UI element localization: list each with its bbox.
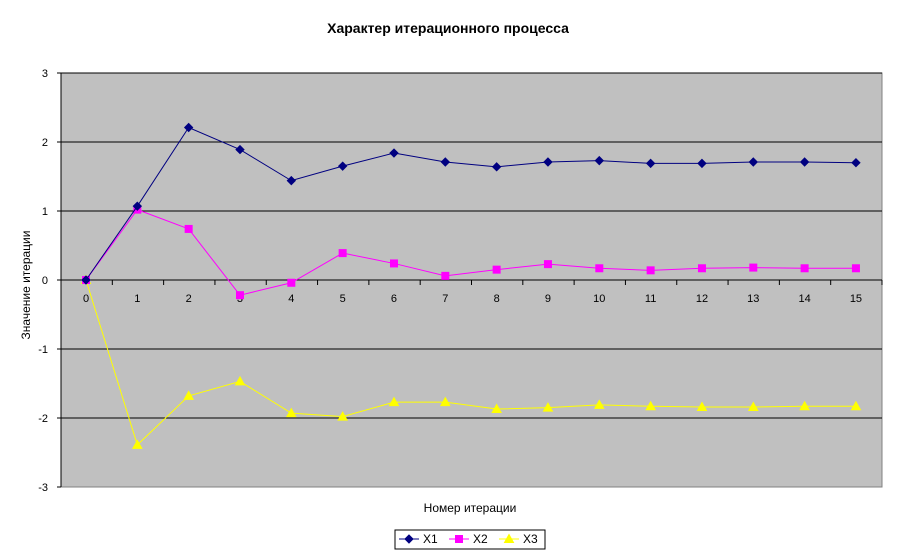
series-x3-point xyxy=(850,400,862,411)
series-x3-line xyxy=(85,279,856,446)
x-tick-label: 6 xyxy=(391,293,397,305)
series-x3-point xyxy=(799,400,810,411)
x-tick-label: 13 xyxy=(747,293,759,305)
y-axis-ticks: 3 2 1 0 -1 -2 -3 xyxy=(38,68,62,494)
series-x3-point xyxy=(696,401,708,411)
y-tick-label: -1 xyxy=(38,344,48,356)
legend-x2-marker xyxy=(455,535,463,543)
x-tick-label: 8 xyxy=(494,293,500,305)
series-x2-point xyxy=(800,264,809,273)
series-x2-point xyxy=(338,249,347,258)
y-axis-title: Значение итерации xyxy=(19,231,33,340)
series-group xyxy=(80,122,862,449)
series-x1-point xyxy=(645,158,656,169)
series-x2-point xyxy=(287,278,296,287)
series-x3-point xyxy=(388,396,400,407)
y-tick-label: -3 xyxy=(38,482,48,494)
legend-x1-label: X1 xyxy=(423,532,438,546)
series-x1-point xyxy=(286,175,297,186)
series-x3-point xyxy=(645,400,656,411)
series-x1-point xyxy=(491,162,502,172)
y-tick-label: 3 xyxy=(42,68,48,80)
x-tick-label: 4 xyxy=(288,293,294,305)
series-x1-point xyxy=(594,155,605,166)
series-x2-point xyxy=(646,266,655,275)
series-x3-point xyxy=(439,396,451,407)
x-tick-label: 1 xyxy=(134,293,140,305)
series-x1-point xyxy=(81,275,91,285)
series-x3-point xyxy=(337,411,349,421)
x-axis-title: Номер итерации xyxy=(424,501,517,515)
legend-x1-marker xyxy=(404,534,414,544)
series-x1 xyxy=(81,122,861,285)
series-x3-point xyxy=(183,390,195,400)
series-x3-point xyxy=(747,401,759,411)
series-x1-point xyxy=(389,148,399,158)
x-tick-label: 14 xyxy=(798,293,810,305)
series-x1-point xyxy=(543,157,553,167)
series-x1-point xyxy=(748,157,758,167)
y-tick-label: 1 xyxy=(42,206,48,218)
legend-x3-label: X3 xyxy=(523,532,538,546)
x-tick-label: 9 xyxy=(545,293,551,305)
x-tick-label: 12 xyxy=(696,293,708,305)
x-tick-label: 10 xyxy=(593,293,605,305)
series-x3-point xyxy=(542,402,554,412)
series-x1-point xyxy=(440,157,451,167)
series-x2-point xyxy=(492,265,501,274)
series-x1-line xyxy=(85,126,856,281)
series-x1-point xyxy=(132,201,143,211)
series-x3-point xyxy=(491,403,502,414)
y-tick-label: 0 xyxy=(42,275,48,287)
series-x2-point xyxy=(235,291,244,300)
series-x1-point xyxy=(183,122,194,133)
series-x1-point xyxy=(235,144,245,155)
y-tick-label: -2 xyxy=(38,413,48,425)
series-x1-point xyxy=(337,161,348,171)
series-x1-point xyxy=(799,157,810,167)
x-tick-label: 2 xyxy=(186,293,192,305)
series-x1-point xyxy=(697,158,707,169)
x-tick-label: 0 xyxy=(83,293,89,305)
chart-title: Характер итерационного процесса xyxy=(327,20,569,36)
x-tick-label: 15 xyxy=(850,293,862,305)
series-x3-point xyxy=(234,375,246,386)
x-axis-ticks: 0123456789101112131415 xyxy=(60,279,883,305)
series-x2-point xyxy=(851,264,860,273)
series-x2-point xyxy=(389,259,398,268)
series-x2-point xyxy=(749,263,758,272)
series-x2-point xyxy=(697,264,706,273)
x-tick-label: 5 xyxy=(340,293,346,305)
legend-x3-marker xyxy=(503,533,515,543)
x-tick-label: 7 xyxy=(442,293,448,305)
y-tick-label: 2 xyxy=(42,137,48,149)
series-x2-line xyxy=(85,209,856,296)
series-x3-point xyxy=(593,399,605,409)
series-x2-point xyxy=(595,264,604,273)
series-x2-point xyxy=(184,224,193,233)
legend-box xyxy=(394,529,546,550)
x-tick-label: 11 xyxy=(645,293,656,305)
series-x3-point xyxy=(285,407,297,418)
gridlines xyxy=(61,72,882,419)
legend-x2-label: X2 xyxy=(473,532,488,546)
legend: X1 X2 X3 xyxy=(394,529,546,550)
series-x1-point xyxy=(851,157,861,168)
series-x3-point xyxy=(131,439,143,449)
series-x2-point xyxy=(543,260,552,269)
series-x2-point xyxy=(441,271,450,280)
